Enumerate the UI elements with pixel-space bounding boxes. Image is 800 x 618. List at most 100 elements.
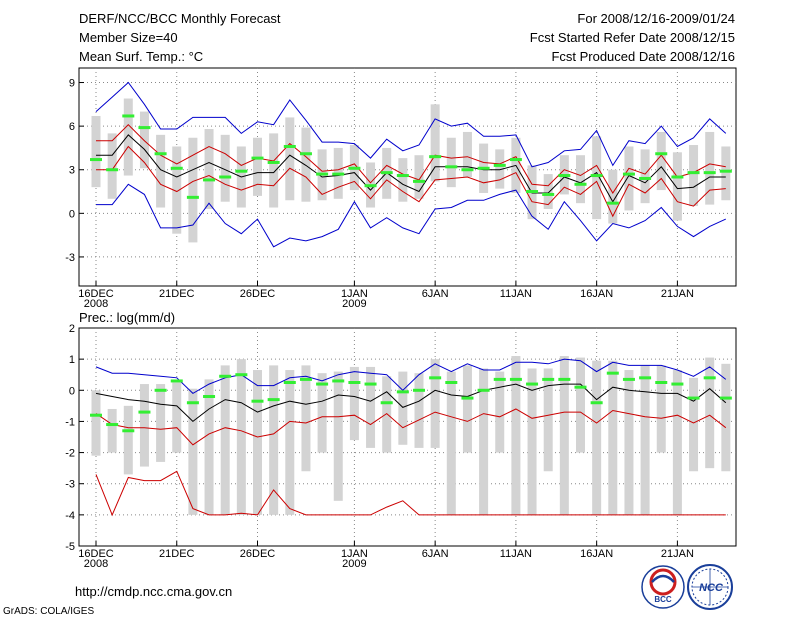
prec-spread-box	[592, 360, 602, 515]
precip-panel-frame	[78, 327, 737, 547]
prec-y-tick-label: -2	[65, 448, 75, 460]
prec-observed-marker	[639, 376, 652, 380]
prec-spread-box	[446, 371, 456, 515]
prec-lower-line	[95, 408, 727, 446]
prec-observed-marker	[526, 382, 539, 386]
temp-spread-box	[430, 104, 440, 182]
bcc-logo-text: BCC	[654, 595, 672, 604]
prec-observed-marker	[348, 381, 361, 384]
temperature-variable-label: Mean Surf. Temp.: °C	[79, 49, 203, 64]
temp-spread-box	[656, 131, 666, 191]
prec-observed-marker	[413, 388, 425, 392]
temp-x-tick-label: 16JAN	[580, 288, 613, 300]
prec-observed-marker	[396, 390, 409, 394]
temp-spread-box	[414, 155, 424, 199]
prec-spread-box	[204, 379, 214, 515]
temp-y-tick-label: -3	[65, 252, 75, 264]
prec-observed-marker	[703, 376, 716, 380]
prec-spread-box	[511, 356, 521, 515]
prec-spread-box	[139, 384, 149, 467]
temp-observed-marker	[719, 169, 732, 173]
temp-x-tick-label: 1JAN	[341, 288, 368, 300]
prec-spread-box	[285, 370, 295, 515]
prec-observed-marker	[542, 377, 555, 381]
temp-spread-box	[139, 111, 149, 169]
temp-spread-box	[285, 117, 295, 201]
prec-spread-box	[721, 363, 731, 472]
prec-y-tick-label: -3	[65, 479, 75, 491]
temp-x-tick-year: 2008	[84, 298, 108, 310]
prec-spread-box	[236, 359, 246, 515]
prec-spread-box	[608, 360, 618, 515]
prec-observed-marker	[332, 379, 345, 383]
prec-observed-marker	[655, 381, 668, 384]
prec-x-tick-label: 16JAN	[580, 548, 613, 560]
temp-observed-marker	[122, 114, 135, 118]
temp-observed-marker	[622, 172, 635, 176]
temp-observed-marker	[413, 179, 425, 183]
temp-observed-marker	[138, 126, 151, 130]
prec-spread-box	[91, 390, 101, 456]
prec-observed-marker	[719, 396, 732, 400]
prec-observed-marker	[445, 381, 458, 384]
temp-observed-marker	[267, 160, 280, 164]
grads-credit: GrADS: COLA/IGES	[3, 606, 94, 617]
prec-x-tick-label: 16DEC	[78, 548, 114, 560]
prec-observed-marker	[283, 381, 296, 384]
temp-observed-marker	[493, 163, 506, 167]
prec-spread-box	[672, 370, 682, 515]
temp-spread-box	[398, 158, 408, 202]
prec-observed-marker	[380, 401, 393, 405]
temp-spread-box	[705, 131, 715, 205]
prec-y-tick-label: 2	[69, 323, 75, 335]
temp-observed-marker	[526, 190, 539, 194]
temp-spread-box	[446, 137, 456, 188]
temp-observed-marker	[558, 174, 571, 178]
prec-spread-box	[527, 368, 537, 515]
prec-spread-box	[689, 377, 699, 472]
temp-y-tick-label: 0	[69, 208, 75, 220]
temp-spread-box	[172, 146, 182, 234]
prec-y-tick-label: -4	[65, 510, 75, 522]
temp-spread-box	[269, 133, 279, 208]
temp-observed-marker	[590, 174, 603, 178]
prec-y-tick-label: 1	[69, 354, 75, 366]
temp-spread-box	[220, 134, 230, 202]
temp-mean-line	[96, 134, 726, 203]
prec-spread-box	[172, 382, 182, 453]
prec-x-tick-year: 2008	[84, 558, 108, 570]
temp-observed-marker	[703, 171, 716, 175]
prec-spread-box	[495, 371, 505, 453]
temp-spread-box	[253, 137, 262, 196]
prec-spread-box	[462, 365, 472, 453]
temp-observed-marker	[639, 176, 652, 180]
prec-x-tick-label: 21DEC	[159, 548, 195, 560]
prec-spread-box	[317, 373, 327, 453]
temp-observed-marker	[687, 171, 700, 175]
ncc-logo-text: NCC	[699, 582, 724, 594]
temp-observed-marker	[299, 152, 312, 156]
prec-spread-box	[301, 365, 311, 472]
temp-observed-marker	[106, 168, 119, 172]
prec-observed-marker	[606, 371, 619, 375]
temp-spread-box	[107, 133, 117, 199]
prec-spread-box	[430, 359, 440, 448]
temp-min-line	[96, 183, 727, 248]
temp-spread-box	[689, 145, 699, 207]
prec-observed-marker	[203, 395, 216, 399]
prec-observed-marker	[590, 401, 603, 405]
temp-observed-marker	[606, 201, 619, 205]
source-url[interactable]: http://cmdp.ncc.cma.gov.cn	[75, 584, 232, 599]
prec-observed-marker	[267, 398, 280, 402]
prec-observed-marker	[122, 429, 135, 433]
temp-observed-marker	[445, 165, 458, 169]
prec-x-tick-label: 26DEC	[240, 548, 276, 560]
prec-observed-marker	[138, 410, 151, 414]
forecast-started-date: Fcst Started Refer Date 2008/12/15	[530, 30, 735, 45]
temp-spread-box	[462, 131, 472, 177]
prec-spread-box	[624, 370, 634, 515]
temp-observed-marker	[542, 192, 555, 196]
